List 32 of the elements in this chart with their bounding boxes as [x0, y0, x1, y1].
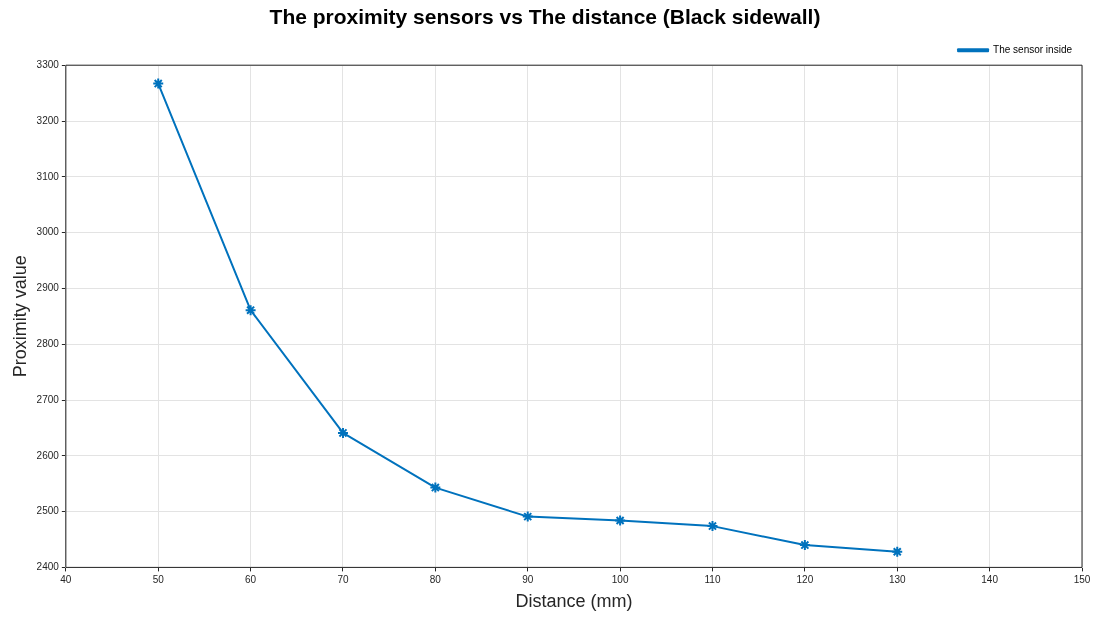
- x-tick-label: 90: [522, 574, 534, 586]
- x-axis-title: Distance (mm): [515, 591, 633, 612]
- point: [891, 545, 904, 558]
- x-tick-label: 70: [337, 574, 349, 586]
- point: [429, 481, 442, 494]
- point: [521, 510, 534, 523]
- x-tick-label: 130: [888, 574, 907, 586]
- y-tick-label: 2600: [36, 449, 60, 461]
- y-tick-label: 3300: [36, 58, 60, 70]
- point: [244, 304, 257, 317]
- point: [152, 77, 165, 90]
- x-tick-label: 120: [796, 574, 814, 586]
- y-axis-title: Proximity value: [9, 255, 30, 378]
- y-tick-label: 3000: [36, 226, 60, 238]
- y-tick-label: 2500: [36, 505, 60, 517]
- x-tick-label: 140: [981, 574, 999, 586]
- y-tick-label: 2900: [36, 282, 60, 294]
- y-tick-label: 2700: [36, 393, 60, 405]
- y-tick-label: 2800: [36, 337, 60, 349]
- x-tick-label: 100: [611, 574, 629, 586]
- y-tick-label: 3200: [36, 114, 60, 126]
- y-tick-label: 3100: [36, 170, 60, 182]
- x-tick-label: 40: [60, 574, 72, 586]
- point: [614, 514, 627, 527]
- x-tick-label: 150: [1073, 574, 1091, 586]
- x-tick-label: 110: [704, 574, 721, 586]
- x-tick-label: 80: [429, 574, 442, 586]
- legend-label: The sensor inside: [993, 43, 1073, 55]
- y-tick-label: 2400: [36, 561, 60, 573]
- x-tick-label: 60: [245, 574, 257, 586]
- x-tick-label: 50: [152, 574, 165, 586]
- chart-title: The proximity sensors vs The distance (Black sidewall): [269, 5, 821, 29]
